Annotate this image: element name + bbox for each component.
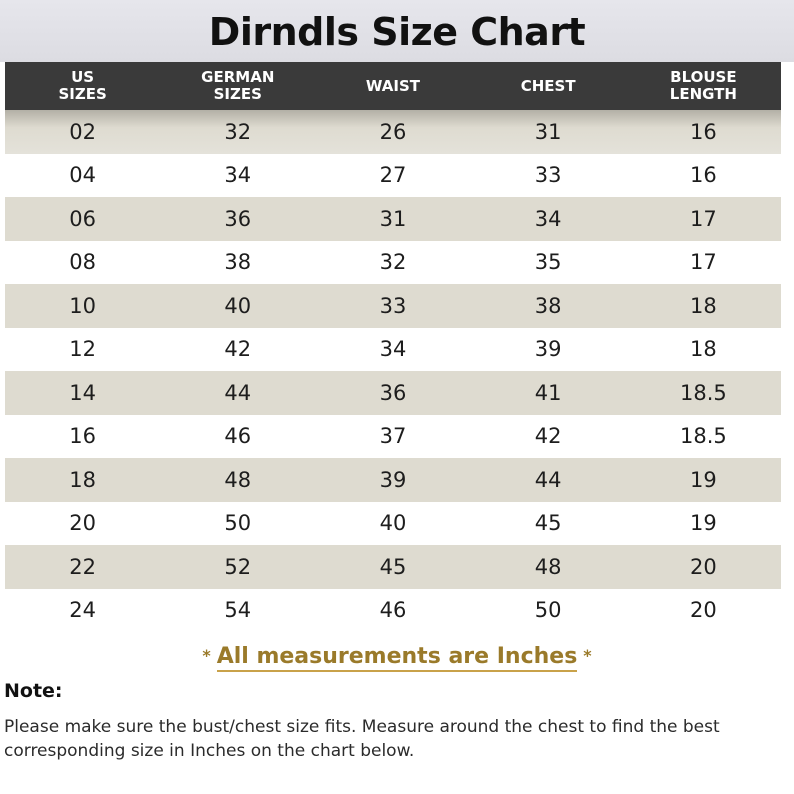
cell-chest: 34	[470, 197, 626, 241]
table-row: 10 40 33 38 18	[5, 284, 781, 328]
cell-chest: 44	[470, 458, 626, 502]
table-row: 08 38 32 35 17	[5, 240, 781, 284]
cell-us-size: 08	[5, 240, 161, 284]
cell-waist: 36	[315, 371, 471, 415]
cell-german-size: 36	[160, 197, 316, 241]
note-label: Note:	[4, 680, 63, 702]
table-row: 12 42 34 39 18	[5, 327, 781, 371]
cell-blouse-length: 16	[625, 110, 781, 154]
size-chart-table: US SIZES GERMAN SIZES WAIST CHEST BLOUSE LE…	[5, 62, 781, 632]
cell-waist: 46	[315, 588, 471, 632]
cell-us-size: 22	[5, 545, 161, 589]
cell-waist: 40	[315, 501, 471, 545]
cell-german-size: 34	[160, 153, 316, 197]
cell-chest: 38	[470, 284, 626, 328]
table-row: 04 34 27 33 16	[5, 153, 781, 197]
cell-us-size: 14	[5, 371, 161, 415]
cell-german-size: 40	[160, 284, 316, 328]
table-row: 20 50 40 45 19	[5, 501, 781, 545]
cell-chest: 45	[470, 501, 626, 545]
cell-blouse-length: 19	[625, 458, 781, 502]
cell-german-size: 54	[160, 588, 316, 632]
cell-us-size: 10	[5, 284, 161, 328]
cell-chest: 41	[470, 371, 626, 415]
table-row: 16 46 37 42 18.5	[5, 414, 781, 458]
cell-german-size: 50	[160, 501, 316, 545]
cell-chest: 42	[470, 414, 626, 458]
table-row: 02 32 26 31 16	[5, 110, 781, 154]
cell-waist: 34	[315, 327, 471, 371]
star-icon: *	[202, 646, 211, 665]
cell-us-size: 18	[5, 458, 161, 502]
cell-blouse-length: 18	[625, 284, 781, 328]
cell-us-size: 12	[5, 327, 161, 371]
cell-blouse-length: 17	[625, 240, 781, 284]
cell-waist: 27	[315, 153, 471, 197]
page-title: Dirndls Size Chart	[208, 10, 586, 54]
cell-blouse-length: 18	[625, 327, 781, 371]
header-us-sizes: US SIZES	[5, 62, 161, 110]
cell-german-size: 48	[160, 458, 316, 502]
table-header-row: US SIZES GERMAN SIZES WAIST CHEST BLOUSE LE…	[5, 62, 781, 110]
cell-chest: 39	[470, 327, 626, 371]
cell-us-size: 20	[5, 501, 161, 545]
note-text: Please make sure the bust/chest size fit…	[4, 717, 720, 761]
header-waist: WAIST	[315, 62, 471, 110]
cell-waist: 37	[315, 414, 471, 458]
units-note: * All measurements are Inches *	[0, 644, 794, 672]
table-row: 06 36 31 34 17	[5, 197, 781, 241]
header-german-sizes: GERMAN SIZES	[160, 62, 316, 110]
table-row: 14 44 36 41 18.5	[5, 371, 781, 415]
cell-german-size: 46	[160, 414, 316, 458]
table-row: 24 54 46 50 20	[5, 588, 781, 632]
header-blouse-length: BLOUSE LENGTH	[625, 62, 781, 110]
cell-german-size: 44	[160, 371, 316, 415]
cell-german-size: 42	[160, 327, 316, 371]
cell-chest: 35	[470, 240, 626, 284]
units-note-text: All measurements are Inches	[216, 644, 578, 672]
table-body: 02 32 26 31 16 04 34 27 33 16 06 36 31 34 17 08 38 32 35 17…	[5, 110, 781, 632]
cell-german-size: 52	[160, 545, 316, 589]
cell-blouse-length: 20	[625, 545, 781, 589]
cell-us-size: 16	[5, 414, 161, 458]
star-icon: *	[583, 646, 592, 665]
cell-chest: 33	[470, 153, 626, 197]
cell-chest: 48	[470, 545, 626, 589]
cell-blouse-length: 17	[625, 197, 781, 241]
cell-blouse-length: 18.5	[625, 414, 781, 458]
cell-us-size: 02	[5, 110, 161, 154]
cell-us-size: 24	[5, 588, 161, 632]
cell-blouse-length: 20	[625, 588, 781, 632]
title-band	[0, 0, 794, 62]
cell-us-size: 06	[5, 197, 161, 241]
cell-us-size: 04	[5, 153, 161, 197]
cell-german-size: 32	[160, 110, 316, 154]
cell-waist: 26	[315, 110, 471, 154]
cell-german-size: 38	[160, 240, 316, 284]
cell-blouse-length: 19	[625, 501, 781, 545]
cell-blouse-length: 18.5	[625, 371, 781, 415]
table-row: 22 52 45 48 20	[5, 545, 781, 589]
table-row: 18 48 39 44 19	[5, 458, 781, 502]
header-chest: CHEST	[470, 62, 626, 110]
cell-chest: 31	[470, 110, 626, 154]
cell-blouse-length: 16	[625, 153, 781, 197]
cell-waist: 31	[315, 197, 471, 241]
cell-waist: 39	[315, 458, 471, 502]
cell-waist: 33	[315, 284, 471, 328]
cell-waist: 32	[315, 240, 471, 284]
cell-waist: 45	[315, 545, 471, 589]
cell-chest: 50	[470, 588, 626, 632]
